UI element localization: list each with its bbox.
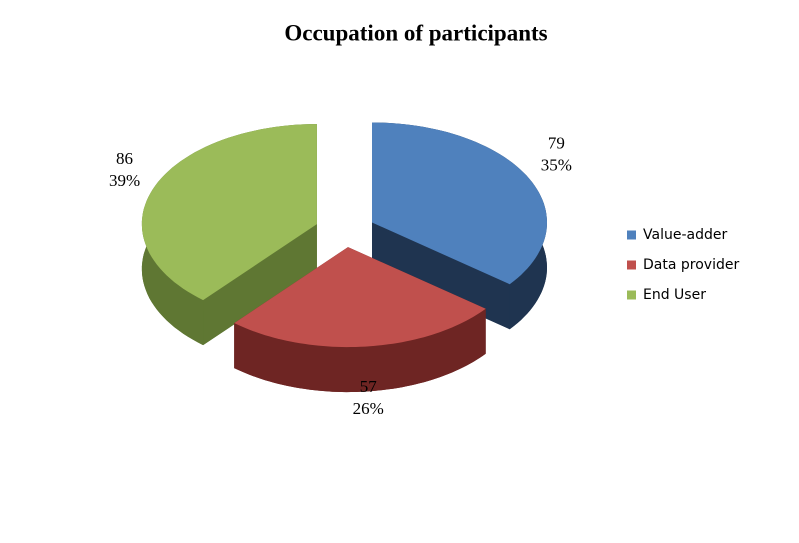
percent-label: 35% xyxy=(541,156,572,175)
legend-swatch xyxy=(627,260,636,270)
slice-side xyxy=(203,224,317,346)
legend-label: End User xyxy=(643,287,706,303)
slice-side xyxy=(234,308,486,393)
percent-label: 26% xyxy=(353,399,384,418)
percent-label: 39% xyxy=(109,171,140,190)
legend-label: Value-adder xyxy=(643,227,727,243)
legend-label: Data provider xyxy=(643,257,739,273)
data-label: 57 xyxy=(360,377,378,396)
legend-swatch xyxy=(627,290,636,300)
data-label: 86 xyxy=(116,149,133,168)
slice xyxy=(372,122,547,285)
slice xyxy=(234,247,486,348)
slice xyxy=(141,124,317,301)
chart-title: Occupation of participants xyxy=(284,20,547,45)
legend-swatch xyxy=(627,230,636,240)
slice-side xyxy=(372,222,510,330)
data-label: 79 xyxy=(548,134,565,153)
